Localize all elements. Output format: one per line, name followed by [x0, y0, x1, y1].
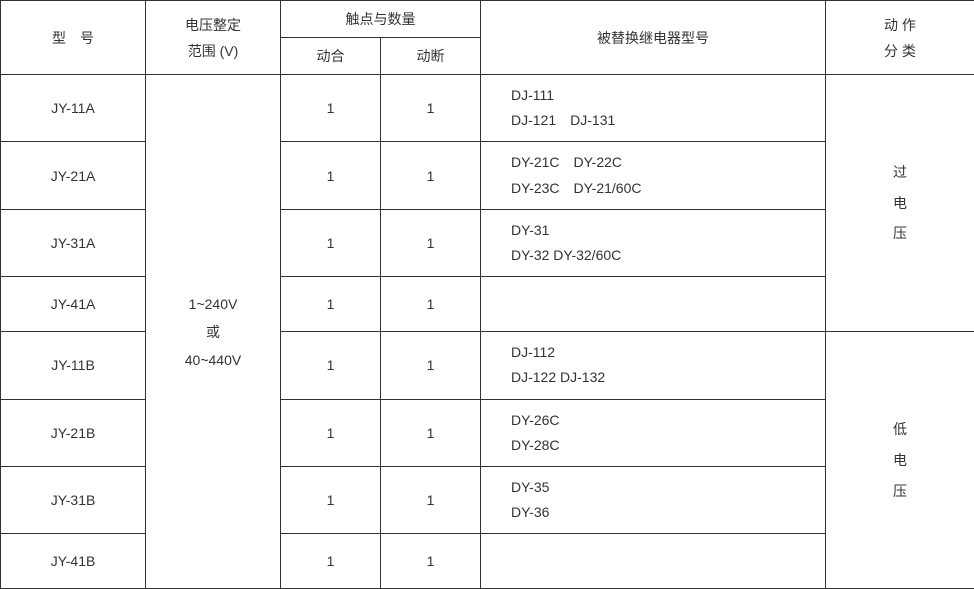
cell-replace — [481, 277, 826, 332]
table-body: JY-11A 1~240V 或 40~440V 1 1 DJ-111 DJ-12… — [1, 75, 974, 589]
header-voltage-l1: 电压整定 — [150, 15, 276, 35]
voltage-l1: 1~240V — [150, 290, 276, 318]
cell-dongduan: 1 — [381, 209, 481, 276]
cell-donghe: 1 — [281, 75, 381, 142]
action-under-c3: 压 — [830, 476, 970, 507]
cell-model: JY-31B — [1, 466, 146, 533]
table-header: 型 号 电压整定 范围 (V) 触点与数量 被替换继电器型号 动 作 分 类 动… — [1, 1, 974, 75]
replace-l2: DY-23C DY-21/60C — [511, 176, 821, 201]
header-model: 型 号 — [1, 1, 146, 75]
cell-model: JY-41B — [1, 534, 146, 589]
cell-voltage-range: 1~240V 或 40~440V — [146, 75, 281, 589]
header-voltage-l2: 范围 (V) — [150, 41, 276, 61]
table-row: JY-11A 1~240V 或 40~440V 1 1 DJ-111 DJ-12… — [1, 75, 974, 142]
cell-replace — [481, 534, 826, 589]
replace-l1: DY-31 — [511, 218, 821, 243]
cell-replace: DY-21C DY-22C DY-23C DY-21/60C — [481, 142, 826, 209]
cell-donghe: 1 — [281, 209, 381, 276]
action-over-c2: 电 — [830, 188, 970, 219]
cell-action-over: 过 电 压 — [826, 75, 974, 332]
action-under-c1: 低 — [830, 414, 970, 445]
cell-dongduan: 1 — [381, 277, 481, 332]
voltage-l2: 或 — [150, 318, 276, 346]
cell-model: JY-31A — [1, 209, 146, 276]
cell-dongduan: 1 — [381, 399, 481, 466]
cell-model: JY-41A — [1, 277, 146, 332]
cell-dongduan: 1 — [381, 466, 481, 533]
cell-donghe: 1 — [281, 399, 381, 466]
action-under-c2: 电 — [830, 445, 970, 476]
header-dongduan: 动断 — [381, 38, 481, 75]
cell-donghe: 1 — [281, 332, 381, 399]
cell-model: JY-11B — [1, 332, 146, 399]
header-donghe: 动合 — [281, 38, 381, 75]
replace-l2: DY-28C — [511, 433, 821, 458]
cell-dongduan: 1 — [381, 534, 481, 589]
cell-dongduan: 1 — [381, 332, 481, 399]
voltage-l3: 40~440V — [150, 346, 276, 374]
cell-donghe: 1 — [281, 142, 381, 209]
cell-dongduan: 1 — [381, 142, 481, 209]
replace-l1: DJ-111 — [511, 83, 821, 108]
header-contacts: 触点与数量 — [281, 1, 481, 38]
cell-replace: DJ-112 DJ-122 DJ-132 — [481, 332, 826, 399]
action-over-c3: 压 — [830, 218, 970, 249]
replace-l2: DJ-121 DJ-131 — [511, 108, 821, 133]
header-action-l2: 分 类 — [830, 41, 970, 61]
replace-l1: DJ-112 — [511, 340, 821, 365]
replace-l2: DJ-122 DJ-132 — [511, 365, 821, 390]
relay-spec-table: 型 号 电压整定 范围 (V) 触点与数量 被替换继电器型号 动 作 分 类 动… — [0, 0, 974, 589]
header-replaced: 被替换继电器型号 — [481, 1, 826, 75]
cell-donghe: 1 — [281, 466, 381, 533]
cell-model: JY-11A — [1, 75, 146, 142]
cell-action-under: 低 电 压 — [826, 332, 974, 589]
cell-replace: DY-26C DY-28C — [481, 399, 826, 466]
cell-replace: DJ-111 DJ-121 DJ-131 — [481, 75, 826, 142]
cell-donghe: 1 — [281, 534, 381, 589]
cell-replace: DY-31 DY-32 DY-32/60C — [481, 209, 826, 276]
cell-dongduan: 1 — [381, 75, 481, 142]
action-over-c1: 过 — [830, 157, 970, 188]
header-action: 动 作 分 类 — [826, 1, 974, 75]
header-voltage: 电压整定 范围 (V) — [146, 1, 281, 75]
replace-l2: DY-36 — [511, 500, 821, 525]
replace-l1: DY-26C — [511, 408, 821, 433]
replace-l2: DY-32 DY-32/60C — [511, 243, 821, 268]
cell-model: JY-21B — [1, 399, 146, 466]
replace-l1: DY-21C DY-22C — [511, 150, 821, 175]
header-action-l1: 动 作 — [830, 15, 970, 35]
replace-l1: DY-35 — [511, 475, 821, 500]
cell-model: JY-21A — [1, 142, 146, 209]
cell-replace: DY-35 DY-36 — [481, 466, 826, 533]
cell-donghe: 1 — [281, 277, 381, 332]
